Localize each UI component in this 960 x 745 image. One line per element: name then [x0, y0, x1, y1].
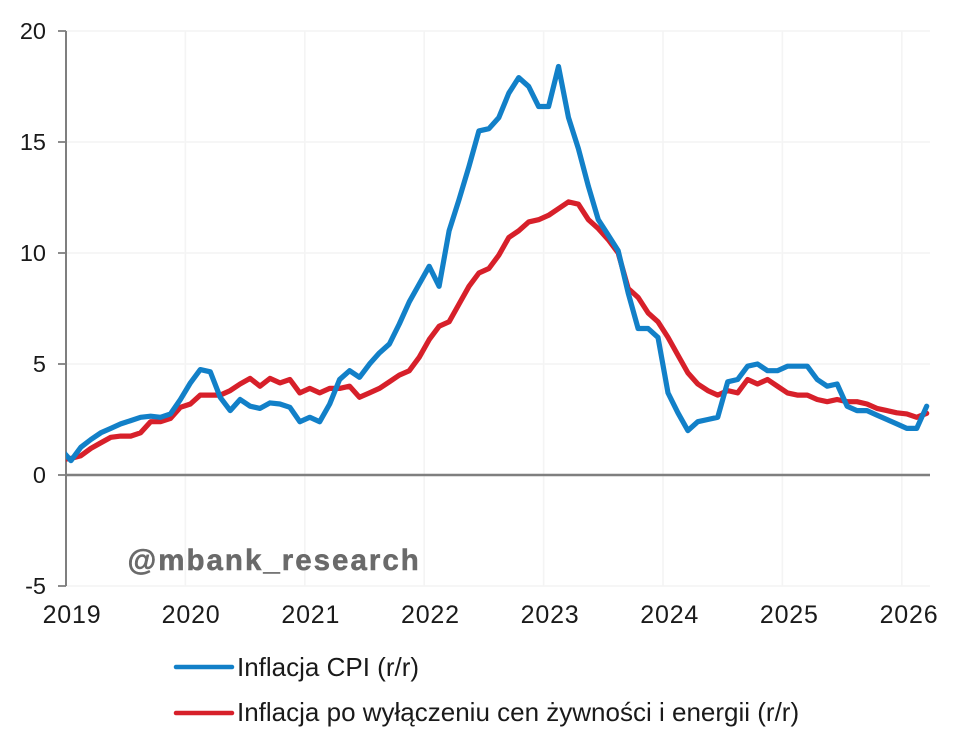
svg-text:Inflacja po wyłączeniu cen żyw: Inflacja po wyłączeniu cen żywności i en…	[237, 697, 799, 727]
svg-text:-5: -5	[25, 573, 46, 599]
svg-text:2024: 2024	[640, 601, 699, 629]
svg-text:2026: 2026	[880, 601, 939, 629]
svg-text:2021: 2021	[281, 601, 340, 629]
svg-text:2020: 2020	[162, 601, 221, 629]
svg-text:2025: 2025	[760, 601, 819, 629]
svg-text:0: 0	[33, 462, 46, 488]
svg-text:20: 20	[20, 18, 46, 44]
svg-text:@mbank_research: @mbank_research	[128, 544, 421, 577]
svg-text:5: 5	[33, 351, 46, 377]
svg-text:2022: 2022	[401, 601, 460, 629]
svg-text:10: 10	[20, 240, 46, 266]
svg-text:Inflacja CPI (r/r): Inflacja CPI (r/r)	[237, 652, 419, 682]
svg-text:2019: 2019	[43, 601, 102, 629]
svg-text:2023: 2023	[521, 601, 580, 629]
svg-text:15: 15	[20, 129, 46, 155]
